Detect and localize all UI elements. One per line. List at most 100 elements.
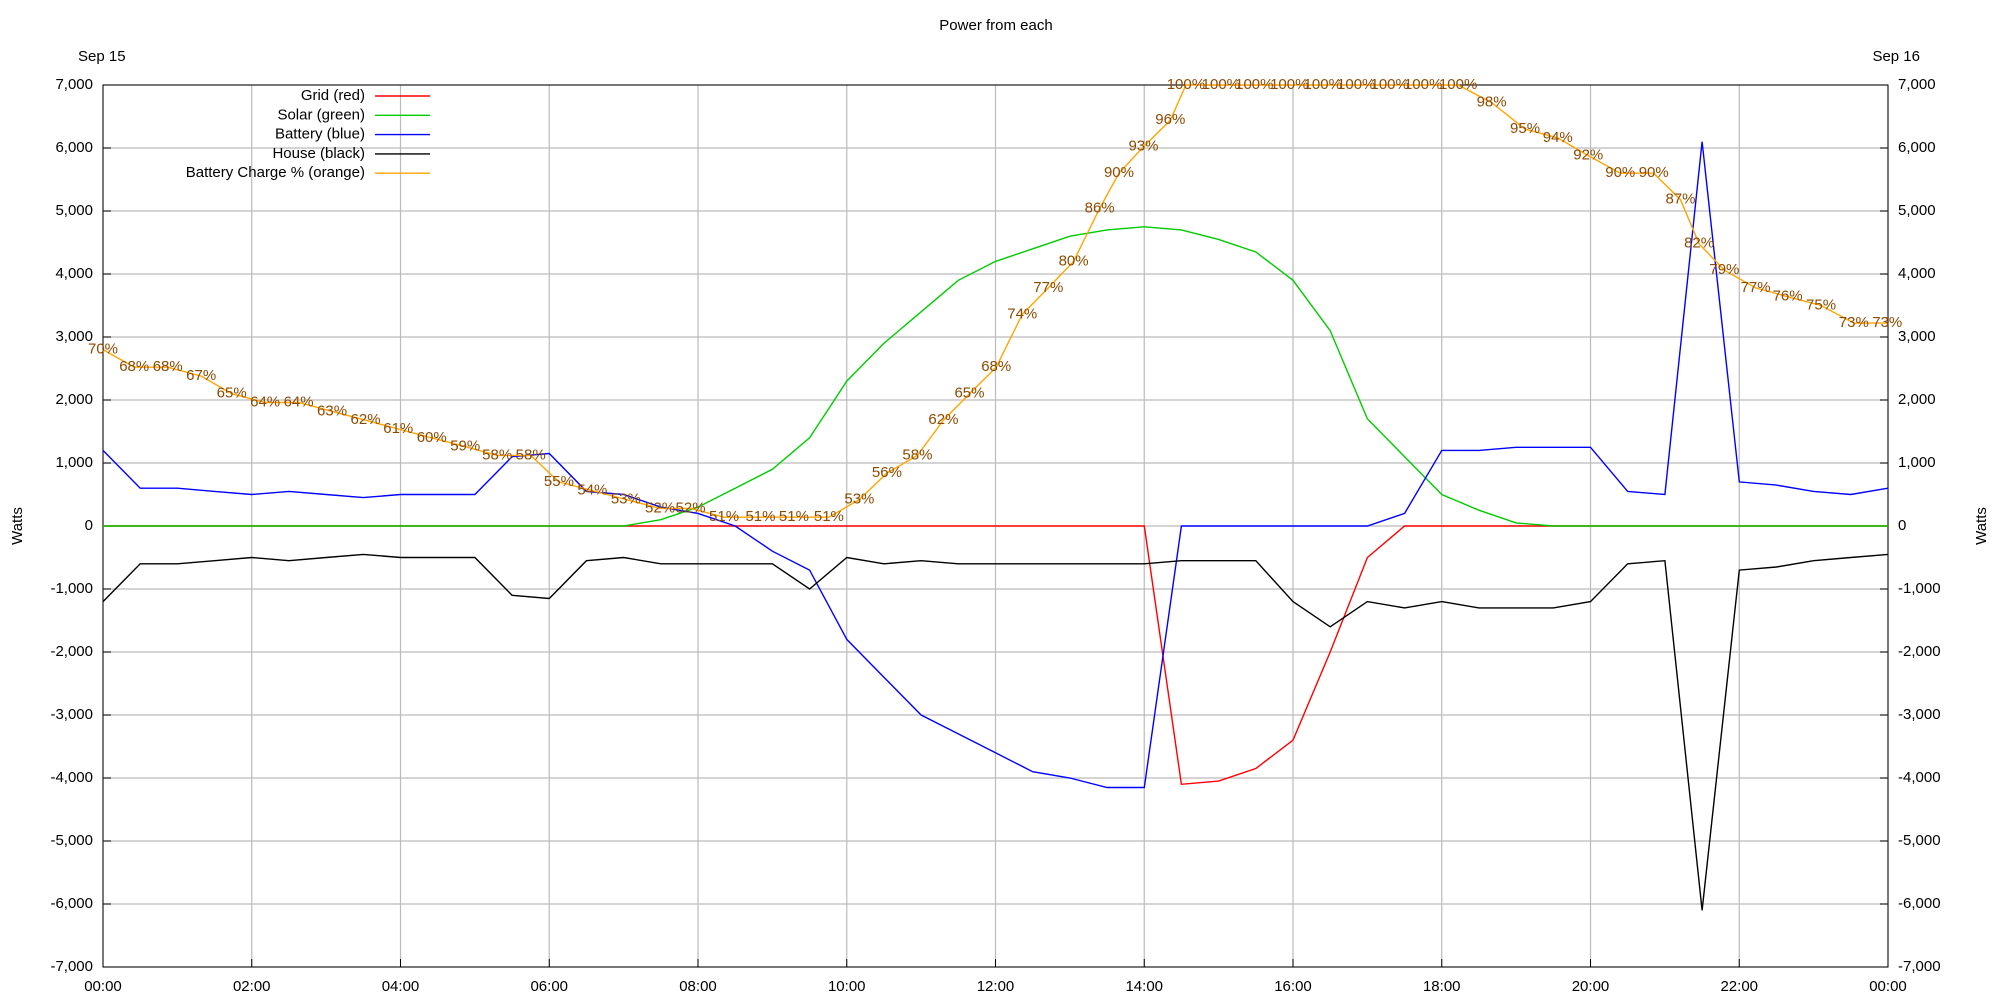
value-label: 53% [611, 491, 641, 508]
value-label: 68% [153, 358, 183, 375]
value-label: 68% [119, 358, 149, 375]
value-label: 100% [1270, 76, 1308, 93]
y2-tick-label: 2,000 [1898, 391, 1936, 408]
x-tick-label: 20:00 [1572, 978, 1610, 995]
y-tick-label: 5,000 [55, 202, 93, 219]
value-label: 100% [1404, 76, 1442, 93]
value-label: 73% [1872, 314, 1902, 331]
y2-tick-label: 3,000 [1898, 328, 1936, 345]
x-tick-label: 08:00 [679, 978, 717, 995]
series-line [103, 226, 1888, 527]
y2-tick-label: -5,000 [1898, 832, 1941, 849]
value-label: 64% [284, 393, 314, 410]
value-label: 73% [1839, 314, 1869, 331]
value-label: 86% [1085, 199, 1115, 216]
y-axis-label: Watts [9, 507, 26, 545]
value-label: 90% [1605, 164, 1635, 181]
value-label: 94% [1543, 129, 1573, 146]
x-tick-label: 22:00 [1720, 978, 1758, 995]
y2-tick-label: 6,000 [1898, 139, 1936, 156]
value-label: 62% [351, 411, 381, 428]
value-label: 100% [1167, 76, 1205, 93]
value-label: 98% [1477, 94, 1507, 111]
x-tick-label: 00:00 [1869, 978, 1907, 995]
value-label: 59% [450, 438, 480, 455]
y-tick-label: 7,000 [55, 76, 93, 93]
legend-label: Solar (green) [277, 106, 365, 123]
x-tick-label: 00:00 [84, 978, 122, 995]
value-label: 51% [709, 508, 739, 525]
value-label: 100% [1202, 76, 1240, 93]
value-label: 53% [844, 491, 874, 508]
value-label: 52% [645, 499, 675, 516]
value-label: 92% [1573, 147, 1603, 164]
value-label: 56% [872, 464, 902, 481]
y-tick-label: -3,000 [50, 706, 93, 723]
y-tick-label: -1,000 [50, 580, 93, 597]
x-tick-label: 18:00 [1423, 978, 1461, 995]
value-label: 76% [1773, 288, 1803, 305]
y2-tick-label: 1,000 [1898, 454, 1936, 471]
legend-label: Grid (red) [301, 87, 365, 104]
value-label: 79% [1709, 261, 1739, 278]
chart-title: Power from each [939, 17, 1052, 34]
y-tick-label: -6,000 [50, 895, 93, 912]
series-line [102, 84, 1888, 518]
legend-label: Battery (blue) [275, 126, 365, 143]
y-tick-label: -7,000 [50, 958, 93, 975]
value-label: 51% [814, 508, 844, 525]
x-tick-label: 14:00 [1125, 978, 1163, 995]
value-label: 63% [317, 402, 347, 419]
y2-tick-label: 4,000 [1898, 265, 1936, 282]
value-label: 95% [1510, 120, 1540, 137]
value-label: 100% [1371, 76, 1409, 93]
series-line [102, 141, 1889, 789]
value-label: 77% [1033, 279, 1063, 296]
y-tick-label: -5,000 [50, 832, 93, 849]
value-label: 75% [1806, 296, 1836, 313]
y2-tick-label: -4,000 [1898, 769, 1941, 786]
y2-tick-label: -2,000 [1898, 643, 1941, 660]
value-label: 100% [1304, 76, 1342, 93]
value-label: 55% [544, 473, 574, 490]
legend-label: Battery Charge % (orange) [186, 164, 365, 181]
series-line [102, 553, 1889, 911]
y-tick-label: -2,000 [50, 643, 93, 660]
y2-tick-label: 0 [1898, 517, 1906, 534]
value-label: 51% [745, 508, 775, 525]
date-left: Sep 15 [78, 48, 126, 65]
value-label: 90% [1639, 164, 1669, 181]
value-label: 90% [1104, 164, 1134, 181]
value-label: 96% [1155, 111, 1185, 128]
value-label: 80% [1059, 252, 1089, 269]
x-tick-label: 06:00 [530, 978, 568, 995]
y2-tick-label: -6,000 [1898, 895, 1941, 912]
value-label: 100% [1235, 76, 1273, 93]
value-label: 100% [1337, 76, 1375, 93]
x-tick-label: 04:00 [382, 978, 420, 995]
y-tick-label: -4,000 [50, 769, 93, 786]
y-tick-label: 3,000 [55, 328, 93, 345]
value-label: 51% [779, 508, 809, 525]
value-label: 62% [928, 411, 958, 428]
value-label: 61% [383, 420, 413, 437]
date-right: Sep 16 [1872, 48, 1920, 65]
y-tick-label: 4,000 [55, 265, 93, 282]
y2-tick-label: -3,000 [1898, 706, 1941, 723]
x-tick-label: 10:00 [828, 978, 866, 995]
value-label: 58% [482, 446, 512, 463]
value-label: 65% [217, 385, 247, 402]
value-label: 74% [1007, 305, 1037, 322]
y-tick-label: 2,000 [55, 391, 93, 408]
value-label: 87% [1665, 191, 1695, 208]
value-label: 100% [1439, 76, 1477, 93]
value-label: 70% [88, 341, 118, 358]
y2-tick-label: -1,000 [1898, 580, 1941, 597]
y-tick-label: 0 [85, 517, 93, 534]
y-tick-label: 1,000 [55, 454, 93, 471]
value-label: 64% [250, 393, 280, 410]
value-label: 58% [516, 446, 546, 463]
legend-label: House (black) [272, 145, 365, 162]
y-tick-label: 6,000 [55, 139, 93, 156]
